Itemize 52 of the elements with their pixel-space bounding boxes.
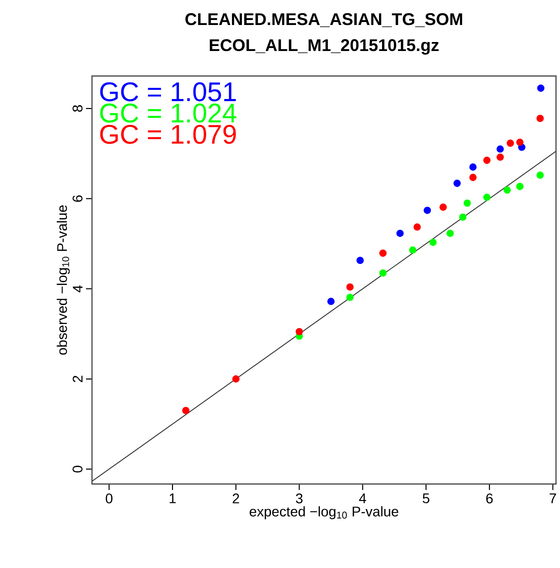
x-tick-label: 3 [296,494,303,504]
y-tick-label: 6 [72,195,82,202]
point [346,294,354,302]
point [469,163,477,171]
point [516,138,524,146]
point [496,154,504,161]
point [429,238,437,246]
text: GC = 1.079 [100,124,236,144]
point [446,230,454,237]
y-axis-title: observed −log$_{10}$ P-value [56,205,70,355]
y-tick-label: 4 [72,285,82,292]
point [424,206,431,214]
x-tick-label: 0 [106,494,112,504]
x-tick-label: 2 [232,494,240,504]
point [182,406,190,414]
point [327,298,335,306]
x-tick-label: 1 [170,494,176,504]
x-tick-label: 7 [550,494,556,504]
chart-subtitle: ECOL_ALL_M1_20151015.gz [210,39,439,55]
y-tick-label: 8 [72,105,82,112]
point [453,180,461,187]
point [414,223,421,231]
chart-title: CLEANED.MESA_ASIAN_TG_SOM [185,13,462,28]
text: GC = 1.051 [100,82,236,102]
point [536,114,544,122]
point [396,230,404,237]
point [483,156,491,164]
text: GC = 1.024 [100,104,236,123]
point [409,246,416,254]
x-tick-label: 4 [359,494,366,504]
point [506,140,514,147]
x-axis-title: expected −log$_{10}$ P-value [250,506,398,520]
point [483,194,491,201]
point [504,186,511,194]
point [379,269,387,277]
y-tick-label: 2 [72,376,82,382]
point [232,375,240,383]
point [516,182,524,190]
point [459,213,466,221]
y-tick-label: 0 [72,466,82,472]
point [440,204,447,211]
point [379,250,387,257]
x-tick-label: 5 [422,494,430,504]
point [356,256,364,264]
point [537,84,544,92]
point [346,283,354,291]
point [469,174,477,182]
point [296,328,303,336]
point [496,145,504,153]
point [536,172,544,179]
x-tick-label: 6 [486,494,493,504]
point [464,199,471,207]
